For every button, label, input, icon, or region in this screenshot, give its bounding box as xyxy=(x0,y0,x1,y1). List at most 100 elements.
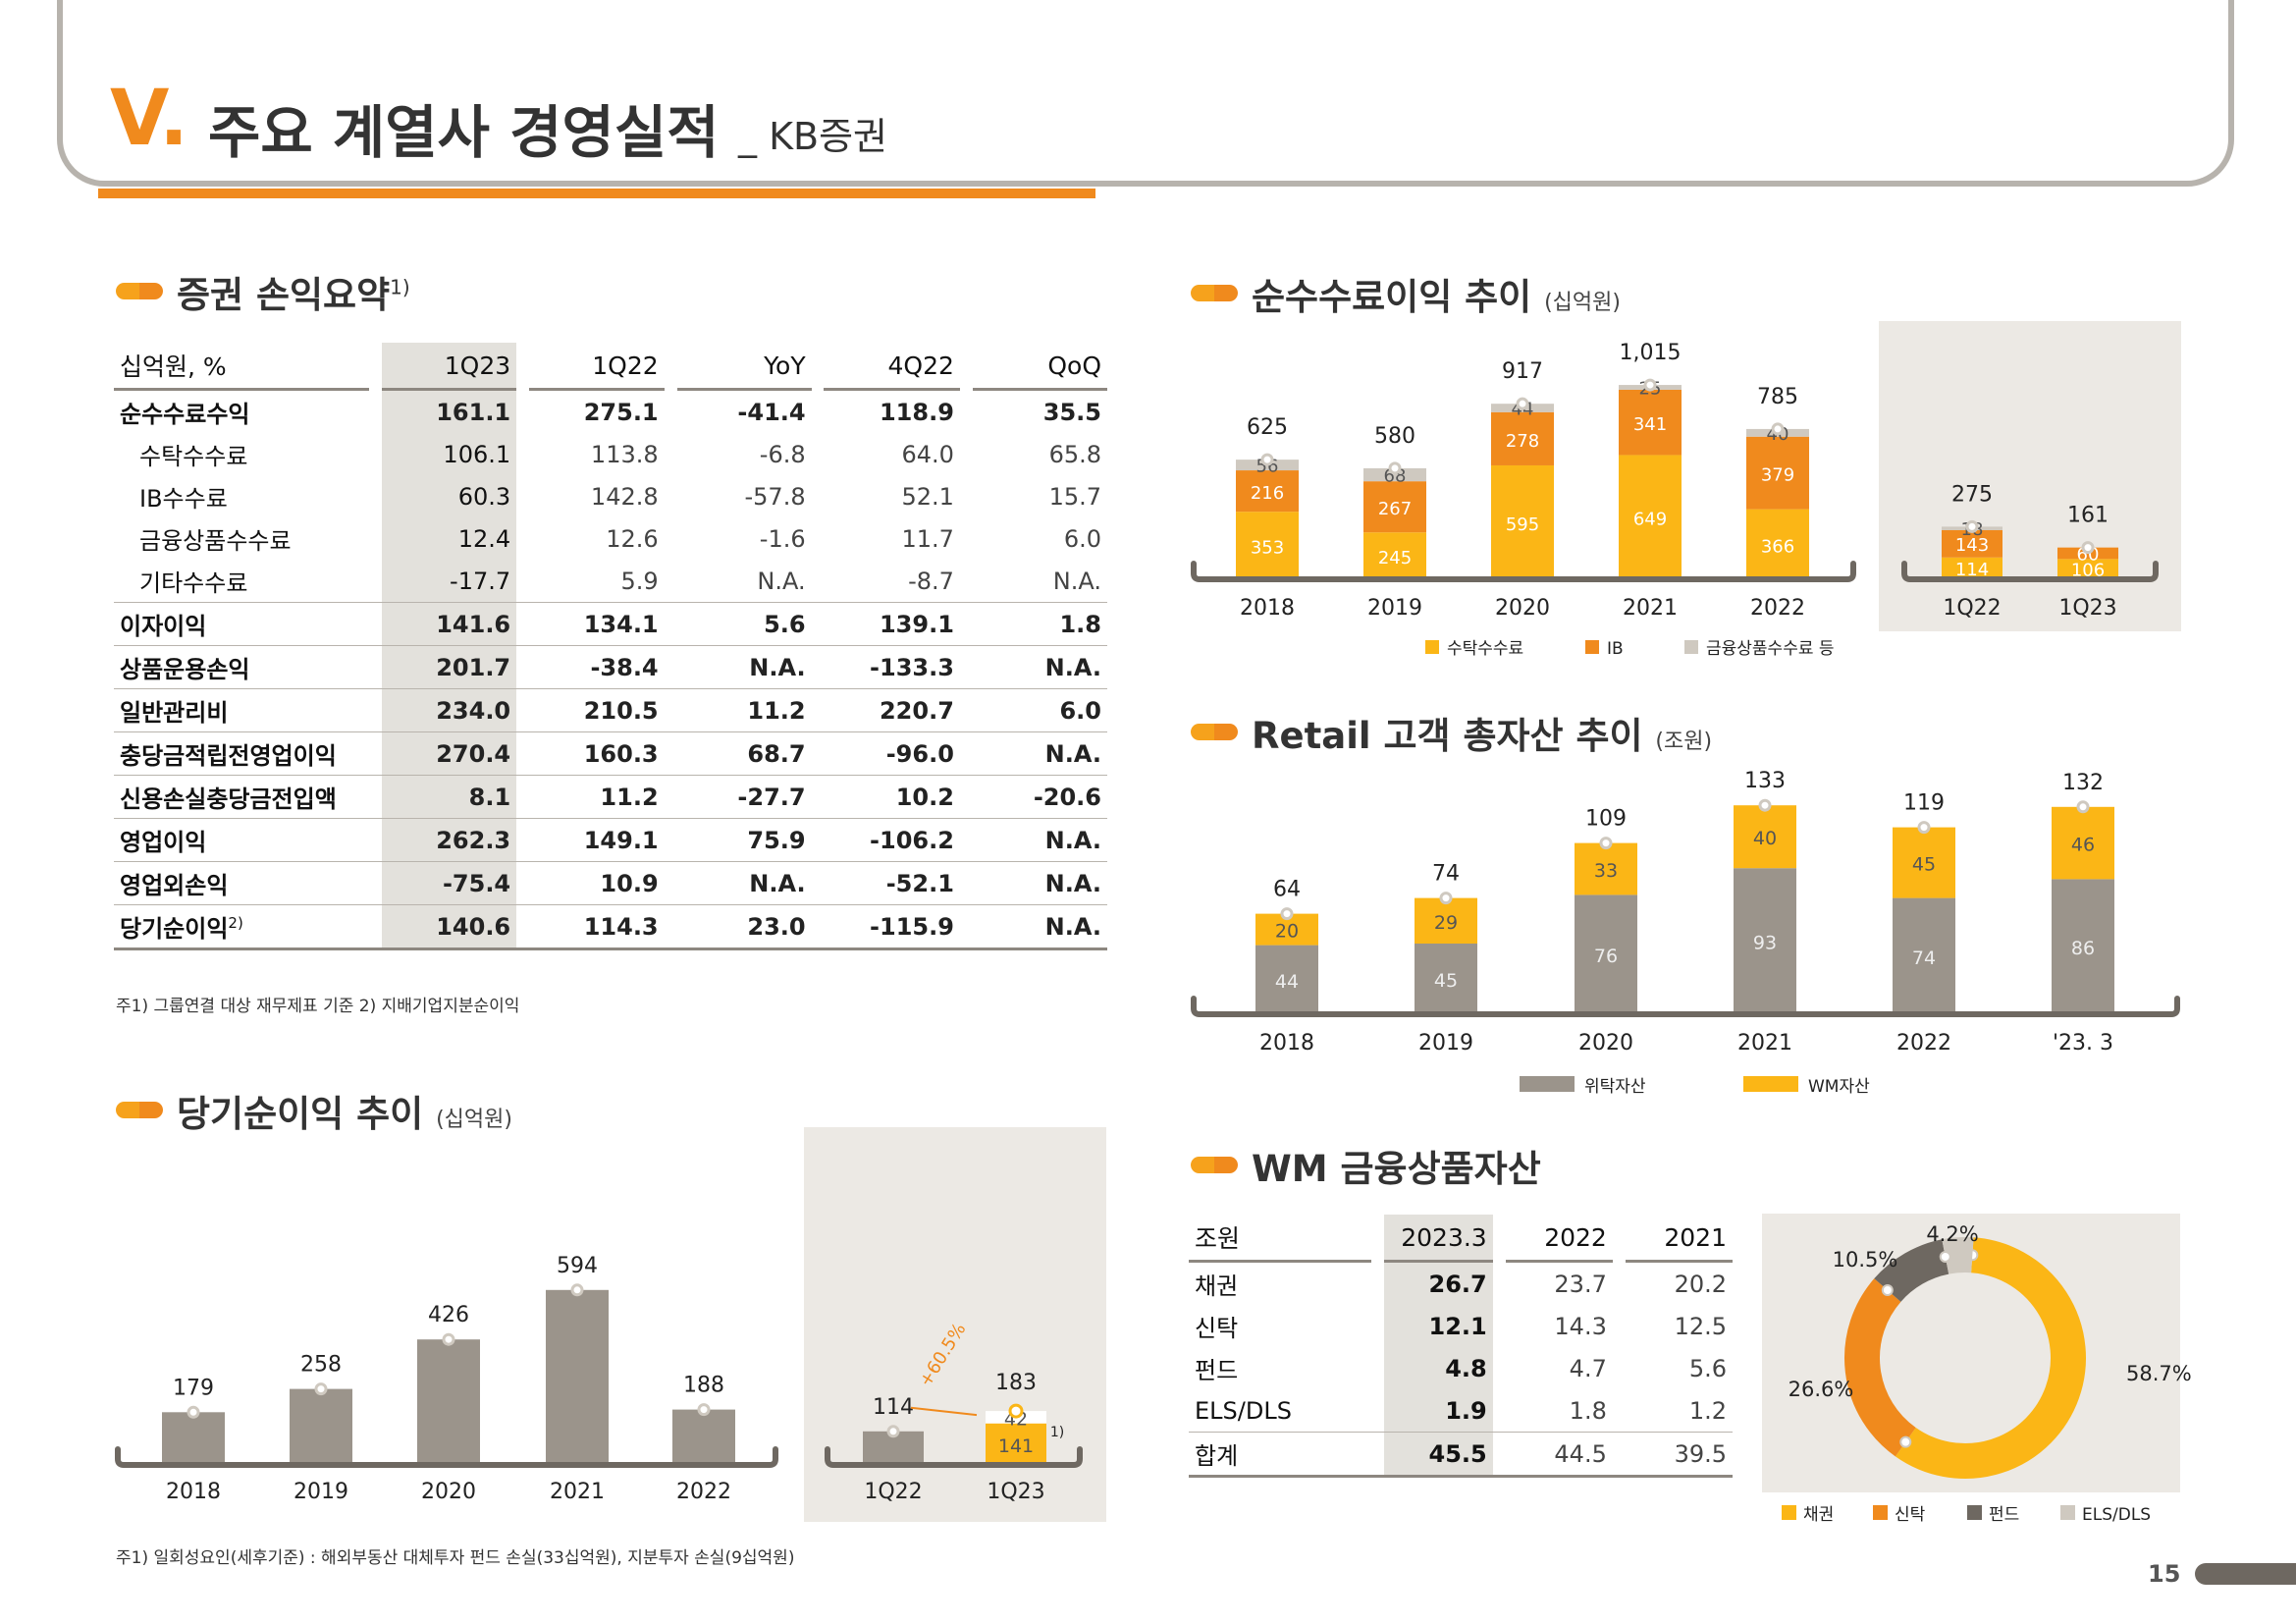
column-header: 2021 xyxy=(1625,1215,1733,1263)
data-label: 580 xyxy=(1374,424,1415,449)
column-header: QoQ xyxy=(972,343,1107,391)
table-cell: -6.8 xyxy=(759,440,806,468)
legend-label: 펀드 xyxy=(1989,1505,2019,1525)
data-label: 379 xyxy=(1761,465,1794,486)
tick-label: 2018 xyxy=(1240,596,1295,621)
row-label: 신탁 xyxy=(1195,1315,1239,1342)
table-cell: 35.5 xyxy=(1042,398,1101,426)
table-cell: 220.7 xyxy=(824,688,960,732)
page-number-tab xyxy=(2195,1563,2296,1585)
table-cell: 75.9 xyxy=(676,818,812,862)
data-label: 353 xyxy=(1251,538,1284,559)
data-label: 216 xyxy=(1251,483,1284,504)
marker-dot xyxy=(442,1332,455,1346)
page-subtitle: _ KB증권 xyxy=(738,115,887,158)
bar-segment xyxy=(1363,532,1426,579)
table-row: 합계 45.5 44.5 39.5 xyxy=(1189,1432,1733,1478)
table-row: ELS/DLS 1.9 1.8 1.2 xyxy=(1189,1389,1733,1433)
row-label: 영업이익 xyxy=(114,818,369,862)
marker-dot xyxy=(1771,422,1785,436)
row-label: 영업외손익 xyxy=(114,861,369,905)
table-row: 수탁수수료 106.1 113.8 -6.8 64.0 65.8 xyxy=(114,433,1107,475)
table-cell: N.A. xyxy=(972,645,1107,689)
table-cell: 275.1 xyxy=(583,398,659,426)
data-label: 86 xyxy=(2071,938,2095,959)
data-label: 1,015 xyxy=(1620,341,1682,365)
table-cell: 12.4 xyxy=(381,517,517,560)
table-cell: 134.1 xyxy=(529,602,665,646)
marker-dot xyxy=(1008,1403,1024,1419)
data-label: 106 xyxy=(2071,561,2105,581)
column-header: 십억원, % xyxy=(114,343,369,391)
data-label: 4.2% xyxy=(1926,1222,1978,1246)
table-cell: -133.3 xyxy=(824,645,960,689)
data-label: 40 xyxy=(1753,828,1777,849)
marker-dot xyxy=(1599,837,1613,850)
row-label: 상품운용손익 xyxy=(114,645,369,689)
legend-swatch xyxy=(2060,1505,2075,1520)
marker-dot xyxy=(1939,1250,1951,1263)
tick-label: 2021 xyxy=(550,1480,605,1504)
table-cell: 234.0 xyxy=(381,688,517,732)
table-row: 상품운용손익 201.7 -38.4 N.A. -133.3 N.A. xyxy=(114,645,1107,689)
axis-baseline xyxy=(1901,561,2159,582)
data-label: 275 xyxy=(1951,482,1993,507)
table-cell: 45.5 xyxy=(1383,1432,1493,1478)
legend-swatch xyxy=(1520,1076,1575,1092)
column-header: 2023.3 xyxy=(1383,1215,1493,1263)
data-label: 143 xyxy=(1955,535,1989,556)
table-cell: N.A. xyxy=(972,818,1107,862)
bar-segment xyxy=(1619,455,1682,579)
tick-label: 2019 xyxy=(1367,596,1422,621)
table-cell: 15.7 xyxy=(1048,482,1101,511)
table-row: 채권 26.7 23.7 20.2 xyxy=(1189,1261,1733,1305)
wm-title: WM 금융상품자산 xyxy=(1252,1148,1541,1190)
table-cell: -57.8 xyxy=(744,482,806,511)
bar xyxy=(546,1289,609,1465)
bar xyxy=(986,1423,1046,1465)
table-row: 기타수수료 -17.7 5.9 N.A. -8.7 N.A. xyxy=(114,560,1107,603)
column-header: 2022 xyxy=(1505,1215,1613,1263)
table-cell: 12.1 xyxy=(1383,1305,1493,1347)
section-marker-icon xyxy=(1191,1157,1238,1173)
marker-dot xyxy=(1260,453,1274,466)
bar-segment xyxy=(1746,509,1809,579)
tick-label: 2020 xyxy=(1495,596,1550,621)
marker-dot xyxy=(1917,821,1931,835)
bar-segment xyxy=(1415,897,1477,944)
tick-label: '23. 3 xyxy=(2053,1031,2113,1056)
legend-swatch xyxy=(1873,1505,1888,1520)
table-cell: 8.1 xyxy=(381,775,517,819)
row-label: 채권 xyxy=(1195,1272,1239,1300)
legend-label: 신탁 xyxy=(1895,1505,1926,1525)
marker-dot xyxy=(1758,798,1772,812)
bar-segment xyxy=(2052,879,2114,1014)
data-label: 267 xyxy=(1378,499,1412,519)
column-header: 1Q22 xyxy=(529,343,665,391)
table-row: IB수수료 60.3 142.8 -57.8 52.1 15.7 xyxy=(114,475,1107,517)
tick-label: 2022 xyxy=(1750,596,1805,621)
axis-baseline xyxy=(115,1446,778,1468)
marker-dot xyxy=(187,1405,200,1419)
table-cell: 270.4 xyxy=(381,731,517,776)
table-cell: 160.3 xyxy=(529,731,665,776)
data-label: 74 xyxy=(1432,862,1460,887)
table-cell: 23.7 xyxy=(1554,1270,1607,1298)
legend-label: ELS/DLS xyxy=(2082,1505,2151,1525)
table-cell: N.A. xyxy=(972,904,1107,950)
data-label: 1) xyxy=(1050,1425,1064,1440)
table-row: 신탁 12.1 14.3 12.5 xyxy=(1189,1305,1733,1347)
tick-label: 1Q23 xyxy=(2058,596,2116,621)
header-accent-bar xyxy=(98,189,1095,198)
retail-assets-title: Retail 고객 총자산 추이 (조원) xyxy=(1252,715,1713,757)
table-cell: -1.6 xyxy=(759,524,806,553)
table-cell: N.A. xyxy=(972,861,1107,905)
bar-segment xyxy=(1942,557,2002,579)
data-label: 29 xyxy=(1434,912,1458,934)
table-cell: N.A. xyxy=(676,861,812,905)
table-cell: N.A. xyxy=(972,731,1107,776)
table-cell: 142.8 xyxy=(590,482,659,511)
table-row: 영업이익 262.3 149.1 75.9 -106.2 N.A. xyxy=(114,818,1107,862)
